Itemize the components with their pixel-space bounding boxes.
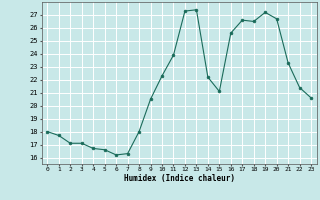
- X-axis label: Humidex (Indice chaleur): Humidex (Indice chaleur): [124, 174, 235, 183]
